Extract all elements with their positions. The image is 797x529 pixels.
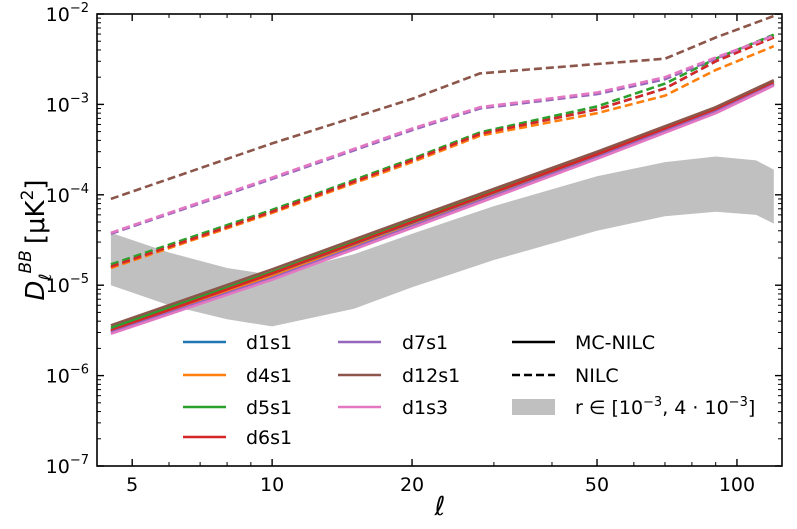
mc-nilc-line-d12s1 [110,79,775,327]
x-tick-label: 100 [719,474,755,496]
legend-entry-d6s1: d6s1 [183,427,292,449]
legend-entry-d12s1: d12s1 [338,365,460,387]
nilc-line-d6s1 [110,36,775,268]
legend-label-d1s3: d1s3 [402,397,448,419]
nilc-line-d1s3 [110,34,775,235]
y-axis-title: DℓBB[μK2] [16,179,56,300]
y-tick-label: 10−7 [46,453,89,478]
legend-label-d7s1: d7s1 [402,332,448,354]
y-tick-label: 10−6 [46,363,89,388]
legend-swatch-r-band [512,399,555,415]
legend-entry-d7s1: d7s1 [338,332,448,354]
x-tick-label: 10 [260,474,284,496]
mc-nilc-line-d1s3 [110,84,775,336]
y-tick-label: 10−5 [46,272,89,297]
legend-entry-d5s1: d5s1 [183,397,292,419]
nilc-line-d12s1 [110,14,775,201]
axes-frame [96,13,783,467]
legend-label-d5s1: d5s1 [246,397,292,419]
legend-entry-mc-nilc: MC-NILC [512,332,655,354]
y-tick-label: 10−2 [46,1,89,26]
legend-label-d12s1: d12s1 [402,365,460,387]
legend: d1s1 d4s1 d5s1 d6s1 d7s1 d12s1 d1s3 MC- [183,332,755,449]
x-tick-label: 50 [585,474,609,496]
legend-entry-r-band: r ∈ [10−3, 4 · 10−3] [512,395,755,419]
legend-entry-d1s3: d1s3 [338,397,448,419]
axis-ticks: 5 10 20 50 100 10−7 10−6 10−5 10−4 10−3 10−2 [46,1,782,496]
x-axis-title: ℓ [434,492,446,522]
r-band-area [110,156,774,327]
mc-nilc-line-d6s1 [110,81,775,332]
legend-label-nilc: NILC [575,365,619,387]
plot-area [110,14,775,336]
y-tick-label: 10−3 [46,91,89,116]
legend-label-r-band: r ∈ [10−3, 4 · 10−3] [575,395,755,419]
legend-entry-nilc: NILC [512,365,619,387]
legend-label-d6s1: d6s1 [246,427,292,449]
legend-label-mc-nilc: MC-NILC [575,332,655,354]
y-tick-label: 10−4 [46,182,89,207]
x-tick-label: 5 [126,474,138,496]
legend-label-d4s1: d4s1 [246,365,292,387]
legend-entry-d4s1: d4s1 [183,365,292,387]
x-tick-label: 20 [400,474,424,496]
legend-label-d1s1: d1s1 [246,332,292,354]
legend-entry-d1s1: d1s1 [183,332,292,354]
nilc-line-d5s1 [110,33,775,266]
